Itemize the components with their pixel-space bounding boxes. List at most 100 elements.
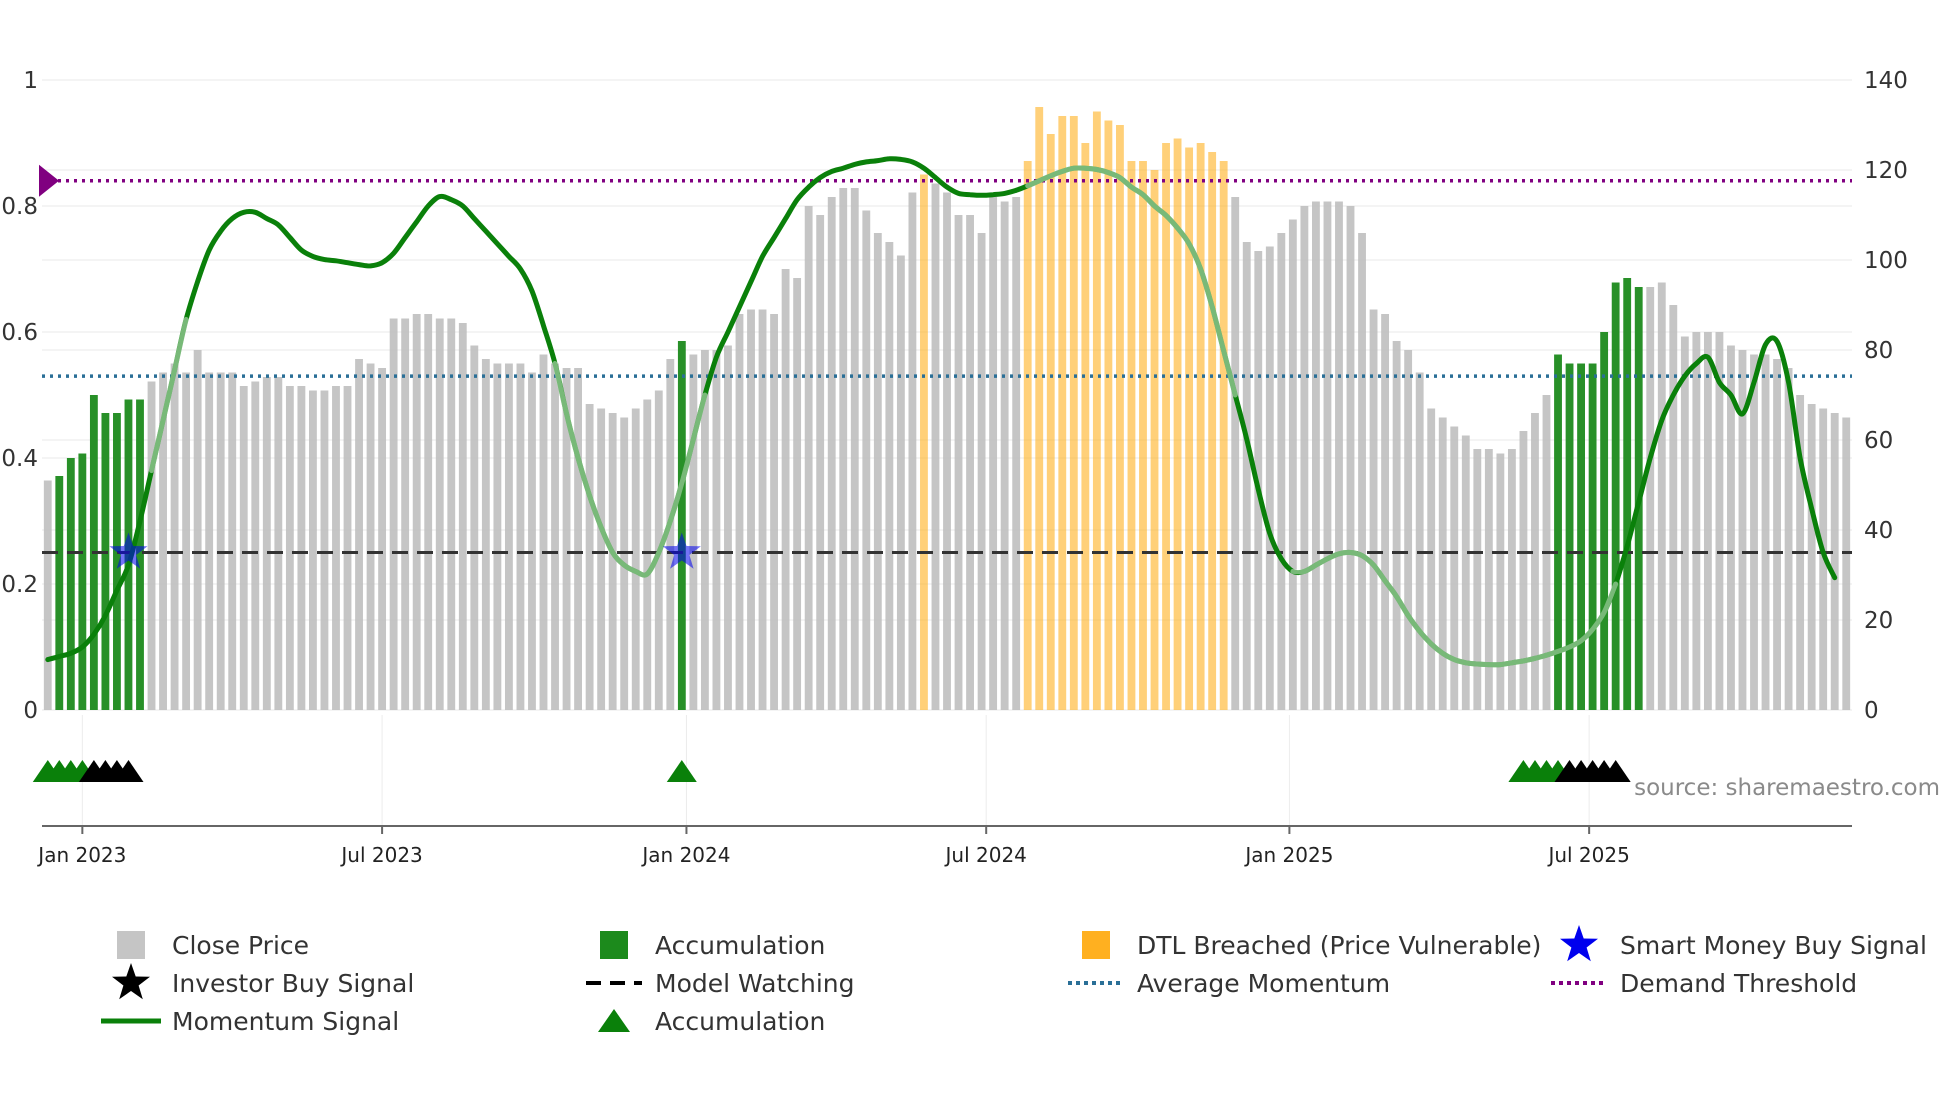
close-price-bar xyxy=(1000,201,1009,710)
close-price-bar xyxy=(1323,201,1332,710)
close-price-bar xyxy=(1807,404,1816,710)
dtl-breached-bar xyxy=(1104,120,1113,710)
close-price-bar xyxy=(1242,242,1251,710)
legend-label: Smart Money Buy Signal xyxy=(1620,931,1927,960)
right-axis-tick-label: 100 xyxy=(1864,248,1908,274)
x-axis: Jan 2023 Jul 2023 Jan 2024 Jul 2024 Jan 2025… xyxy=(36,825,1852,867)
accumulation-bar xyxy=(1600,332,1609,710)
close-price-bar xyxy=(666,359,675,710)
close-price-bar xyxy=(1703,332,1712,710)
close-price-bar xyxy=(470,345,479,710)
close-price-bar xyxy=(239,386,248,710)
close-price-bar xyxy=(1507,449,1516,710)
close-price-bar xyxy=(159,372,167,710)
close-price-bar xyxy=(977,233,986,710)
x-axis-tick-label: Jan 2025 xyxy=(1243,843,1333,867)
close-price-bar xyxy=(1750,354,1758,710)
legend-swatch-square xyxy=(600,931,628,959)
legend-label: Close Price xyxy=(172,931,309,960)
close-price-bar xyxy=(735,314,744,710)
close-price-bar xyxy=(1427,408,1436,710)
momentum-signal-faded-segment xyxy=(149,316,189,474)
close-price-bar xyxy=(297,386,306,710)
right-axis-tick-label: 60 xyxy=(1864,428,1893,454)
legend-label: Average Momentum xyxy=(1137,969,1390,998)
close-price-bar xyxy=(781,269,790,710)
close-price-bar xyxy=(724,345,732,710)
close-price-bar xyxy=(850,188,859,710)
close-price-bar xyxy=(389,318,398,710)
close-price-bar xyxy=(839,188,848,710)
close-price-bar xyxy=(873,233,882,710)
close-price-bar xyxy=(355,359,363,710)
dtl-breached-bar xyxy=(920,174,928,710)
close-price-bar xyxy=(862,210,871,710)
accumulation-bar xyxy=(677,341,686,710)
close-price-bar xyxy=(747,309,755,710)
legend-swatch-square xyxy=(117,931,145,959)
legend-label: DTL Breached (Price Vulnerable) xyxy=(1137,931,1541,960)
close-price-bar xyxy=(366,363,375,710)
close-price-bar xyxy=(1335,201,1343,710)
close-price-bar xyxy=(643,399,652,710)
dtl-breached-bar xyxy=(1150,170,1159,710)
dtl-breached-bar xyxy=(1208,152,1217,710)
close-price-bar xyxy=(585,404,594,710)
close-price-bar xyxy=(1450,426,1459,710)
legend-item-avg: Average Momentum xyxy=(1068,969,1390,998)
close-price-bar xyxy=(1692,332,1701,710)
close-price-bar xyxy=(447,318,456,710)
smart-money-buy-signal-star xyxy=(109,532,148,569)
close-price-bar xyxy=(931,183,940,710)
close-price-bar xyxy=(1531,413,1539,710)
close-price-bar xyxy=(574,368,583,710)
accumulation-bar xyxy=(55,476,64,710)
x-axis-tick-label: Jul 2025 xyxy=(1546,843,1629,867)
close-price-bar xyxy=(412,314,421,710)
legend-item-acc: Accumulation xyxy=(600,931,825,960)
x-axis-tick-label: Jan 2024 xyxy=(640,843,730,867)
close-price-bar xyxy=(943,192,951,710)
momentum-signal-faded-segment xyxy=(1290,549,1619,668)
x-axis-tick-label: Jan 2023 xyxy=(36,843,126,867)
legend-label: Model Watching xyxy=(655,969,855,998)
reference-lines xyxy=(42,179,1852,554)
close-price-bar xyxy=(562,368,571,710)
close-price-bar xyxy=(804,206,813,710)
accumulation-bar xyxy=(1588,363,1597,710)
close-price-bar xyxy=(309,390,317,710)
momentum-signal xyxy=(45,156,1838,668)
close-price-bar xyxy=(966,215,974,710)
right-axis-tick-label: 40 xyxy=(1864,518,1893,544)
close-price-bar xyxy=(516,363,525,710)
close-price-bar xyxy=(1277,233,1286,710)
close-price-bar xyxy=(1369,309,1378,710)
close-price-bar xyxy=(320,390,329,710)
legend-swatch-square xyxy=(1082,931,1110,959)
close-price-bar xyxy=(1265,246,1274,710)
accumulation-bar xyxy=(1565,363,1574,710)
right-axis-tick-label: 120 xyxy=(1864,158,1908,184)
legend-label: Accumulation xyxy=(655,931,825,960)
legend-item-watch: Model Watching xyxy=(586,969,855,998)
legend-swatch-star xyxy=(1560,925,1598,962)
legend-item-investor: Investor Buy Signal xyxy=(112,963,414,1000)
right-axis-tick-label: 140 xyxy=(1864,68,1908,94)
close-price-bar xyxy=(827,197,836,710)
close-price-bar xyxy=(1646,287,1655,710)
accumulation-bar xyxy=(1623,278,1632,710)
close-price-bar xyxy=(631,408,640,710)
left-axis-tick-label: 1 xyxy=(23,68,38,94)
dtl-breached-bar xyxy=(1092,111,1101,710)
investor-buy-marker xyxy=(1600,760,1631,782)
accumulation-bar xyxy=(113,413,121,710)
legend-item-smart: Smart Money Buy Signal xyxy=(1560,925,1927,962)
close-price-bar xyxy=(896,255,905,710)
legend-swatch-star xyxy=(112,963,150,1000)
close-price-bar xyxy=(170,363,179,710)
dtl-breached-bar xyxy=(1046,134,1055,710)
dtl-breached-bar xyxy=(1127,161,1136,710)
close-price-bar xyxy=(493,363,502,710)
close-price-bar xyxy=(182,372,191,710)
accumulation-bar xyxy=(1577,363,1585,710)
